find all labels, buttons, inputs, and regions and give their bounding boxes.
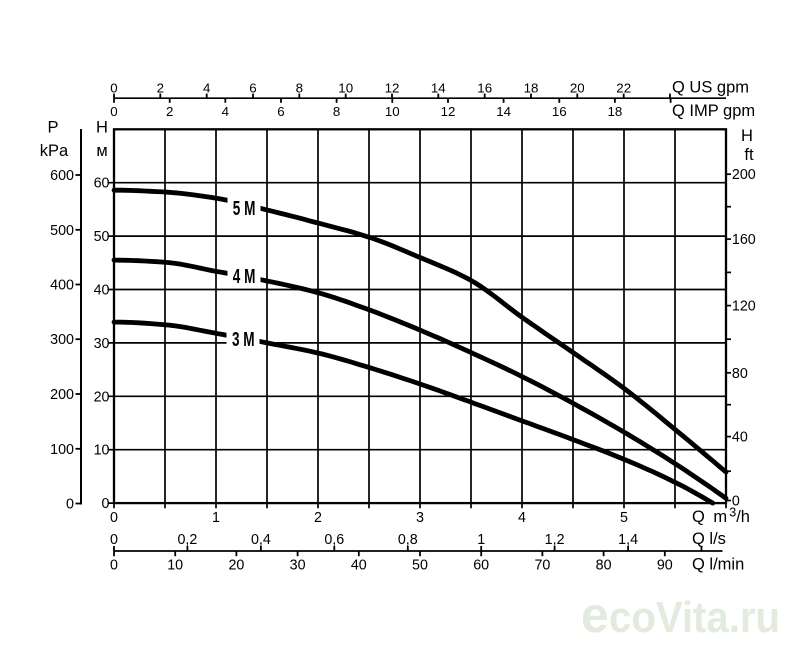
- svg-text:10: 10: [385, 104, 400, 119]
- svg-text:14: 14: [496, 104, 511, 119]
- svg-text:20: 20: [570, 81, 585, 96]
- svg-text:30: 30: [94, 336, 110, 352]
- svg-text:m: m: [713, 508, 727, 526]
- svg-text:60: 60: [94, 176, 110, 192]
- svg-text:18: 18: [608, 104, 623, 119]
- svg-text:5: 5: [620, 510, 628, 526]
- svg-text:20: 20: [94, 389, 110, 405]
- svg-text:16: 16: [477, 81, 492, 96]
- svg-text:40: 40: [351, 557, 367, 573]
- svg-text:120: 120: [732, 299, 756, 315]
- svg-text:1,4: 1,4: [618, 532, 638, 548]
- svg-text:200: 200: [732, 167, 756, 183]
- svg-text:40: 40: [94, 283, 110, 299]
- svg-text:Q l/min: Q l/min: [692, 555, 744, 573]
- svg-text:kPa: kPa: [40, 142, 69, 160]
- svg-text:2: 2: [314, 510, 322, 526]
- svg-text:0: 0: [110, 557, 118, 573]
- svg-text:10: 10: [338, 81, 353, 96]
- svg-text:8: 8: [296, 81, 303, 96]
- svg-text:6: 6: [249, 81, 256, 96]
- svg-text:12: 12: [385, 81, 400, 96]
- svg-text:30: 30: [290, 557, 306, 573]
- svg-text:400: 400: [50, 278, 74, 294]
- svg-text:4: 4: [222, 104, 229, 119]
- svg-text:14: 14: [431, 81, 446, 96]
- svg-text:3: 3: [729, 506, 736, 520]
- svg-text:20: 20: [228, 557, 244, 573]
- svg-text:300: 300: [50, 332, 74, 348]
- svg-text:18: 18: [524, 81, 539, 96]
- svg-text:0,8: 0,8: [398, 532, 418, 548]
- svg-text:12: 12: [441, 104, 456, 119]
- svg-text:Q IMP gpm: Q IMP gpm: [672, 102, 755, 120]
- svg-text:Q US gpm: Q US gpm: [672, 79, 749, 97]
- svg-text:80: 80: [732, 366, 748, 382]
- svg-text:50: 50: [94, 229, 110, 245]
- svg-text:1: 1: [477, 532, 485, 548]
- svg-text:P: P: [47, 119, 58, 137]
- svg-text:Q: Q: [692, 508, 705, 526]
- svg-text:160: 160: [732, 232, 756, 248]
- svg-text:90: 90: [657, 557, 673, 573]
- svg-text:500: 500: [50, 223, 74, 239]
- svg-text:16: 16: [552, 104, 567, 119]
- svg-text:60: 60: [473, 557, 489, 573]
- svg-text:4 M: 4 M: [233, 266, 256, 288]
- svg-text:0,6: 0,6: [324, 532, 344, 548]
- svg-text:3 M: 3 M: [232, 329, 255, 351]
- svg-text:0,4: 0,4: [251, 532, 271, 548]
- svg-text:50: 50: [412, 557, 428, 573]
- svg-text:100: 100: [50, 442, 74, 458]
- svg-text:4: 4: [203, 81, 210, 96]
- svg-text:1,2: 1,2: [545, 532, 565, 548]
- svg-text:H: H: [96, 119, 108, 137]
- svg-text:40: 40: [732, 430, 748, 446]
- svg-text:0: 0: [110, 532, 118, 548]
- svg-text:H: H: [741, 127, 753, 145]
- svg-text:2: 2: [166, 104, 173, 119]
- svg-text:e: e: [581, 587, 609, 643]
- svg-text:0: 0: [110, 104, 117, 119]
- svg-text:4: 4: [518, 510, 526, 526]
- svg-text:м: м: [96, 142, 107, 160]
- svg-text:ft: ft: [744, 146, 754, 164]
- svg-text:2: 2: [157, 81, 164, 96]
- svg-text:6: 6: [277, 104, 284, 119]
- svg-text:0: 0: [102, 496, 110, 512]
- svg-text:600: 600: [50, 168, 74, 184]
- svg-text:22: 22: [616, 81, 631, 96]
- svg-text:10: 10: [94, 443, 110, 459]
- svg-text:Q l/s: Q l/s: [692, 530, 726, 548]
- svg-text:0: 0: [110, 510, 118, 526]
- svg-text:8: 8: [333, 104, 340, 119]
- svg-text:0: 0: [66, 497, 74, 513]
- svg-text:10: 10: [167, 557, 183, 573]
- svg-text:200: 200: [50, 387, 74, 403]
- svg-text:coVita.ru: coVita.ru: [609, 593, 780, 642]
- svg-text:80: 80: [596, 557, 612, 573]
- svg-text:70: 70: [534, 557, 550, 573]
- svg-text:0: 0: [110, 81, 117, 96]
- svg-text:1: 1: [212, 510, 220, 526]
- svg-text:5 M: 5 M: [233, 198, 256, 220]
- svg-text:0: 0: [732, 494, 740, 510]
- svg-text:/h: /h: [736, 508, 750, 526]
- svg-text:0,2: 0,2: [177, 532, 197, 548]
- svg-text:3: 3: [416, 510, 424, 526]
